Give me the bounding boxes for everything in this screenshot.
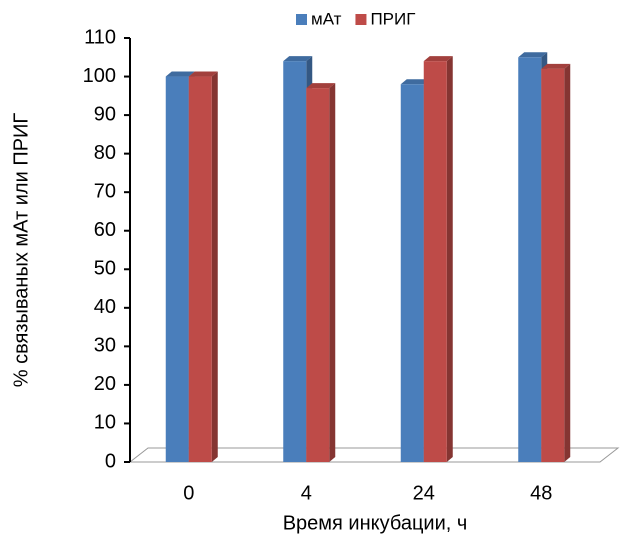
y-tick-label: 40 <box>94 296 116 318</box>
bar-top <box>400 79 430 85</box>
legend-label: мАт <box>311 9 342 28</box>
y-tick-label: 90 <box>94 103 116 125</box>
y-tick-label: 110 <box>84 26 116 48</box>
y-axis-label: % связываных мАт или ПРИГ <box>10 113 32 388</box>
bar <box>541 68 565 462</box>
y-tick-label: 100 <box>83 65 116 87</box>
bar <box>188 76 212 462</box>
y-tick-label: 60 <box>94 219 116 241</box>
bar-side <box>211 71 218 462</box>
y-tick-label: 30 <box>94 335 116 357</box>
bar-side <box>564 63 571 462</box>
bar-top <box>283 56 313 62</box>
bar-top <box>541 63 571 69</box>
legend-swatch <box>296 14 307 25</box>
bar <box>165 76 189 462</box>
bar <box>400 84 424 462</box>
y-tick-label: 80 <box>94 142 116 164</box>
x-tick-label: 0 <box>183 482 194 504</box>
y-tick-label: 20 <box>94 373 116 395</box>
bar-side <box>446 56 453 463</box>
bar <box>423 61 447 463</box>
legend-label: ПРИГ <box>370 9 415 28</box>
bar-top <box>165 71 195 77</box>
bar <box>306 88 330 462</box>
y-tick-label: 70 <box>94 180 116 202</box>
y-tick-label: 0 <box>105 450 116 472</box>
legend-swatch <box>355 14 367 25</box>
bar-top <box>188 71 218 77</box>
y-tick-label: 50 <box>94 258 116 280</box>
bar <box>518 57 542 462</box>
bar-top <box>423 56 453 62</box>
x-axis-label: Время инкубации, ч <box>283 512 468 534</box>
y-tick-label: 10 <box>94 412 116 434</box>
bar-side <box>329 83 336 462</box>
bar-top <box>518 52 548 58</box>
x-tick-label: 4 <box>301 482 312 504</box>
x-tick-label: 24 <box>413 482 435 504</box>
bar-top <box>306 83 336 89</box>
x-tick-label: 48 <box>530 482 552 504</box>
bar <box>283 61 307 463</box>
